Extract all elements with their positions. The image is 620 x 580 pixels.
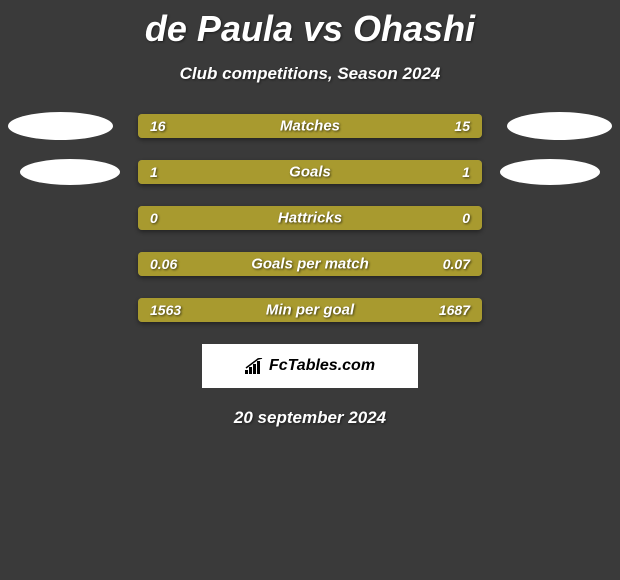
stat-row: 1 Goals 1 [0, 160, 620, 184]
stat-label: Hattricks [278, 210, 342, 227]
stat-bar: 0 Hattricks 0 [138, 206, 482, 230]
stat-row: 0 Hattricks 0 [0, 206, 620, 230]
comparison-infographic: de Paula vs Ohashi Club competitions, Se… [0, 0, 620, 580]
logo-text: FcTables.com [269, 357, 375, 375]
stat-bar: 0.06 Goals per match 0.07 [138, 252, 482, 276]
stat-value-left: 1 [150, 164, 158, 180]
stat-value-right: 1 [462, 164, 470, 180]
player-right-marker [500, 159, 600, 185]
stat-label: Goals per match [251, 256, 369, 273]
stat-bar: 1563 Min per goal 1687 [138, 298, 482, 322]
stat-value-left: 1563 [150, 302, 181, 318]
stat-value-right: 15 [454, 118, 470, 134]
stat-value-right: 1687 [439, 302, 470, 318]
stat-value-left: 0.06 [150, 256, 177, 272]
subtitle: Club competitions, Season 2024 [0, 64, 620, 84]
stat-value-left: 16 [150, 118, 166, 134]
stat-label: Matches [280, 118, 340, 135]
player-left-marker [20, 159, 120, 185]
stat-bar: 16 Matches 15 [138, 114, 482, 138]
page-title: de Paula vs Ohashi [0, 0, 620, 50]
stat-value-left: 0 [150, 210, 158, 226]
date-text: 20 september 2024 [0, 408, 620, 428]
stat-row: 1563 Min per goal 1687 [0, 298, 620, 322]
player-left-marker [8, 112, 113, 140]
logo-box: FcTables.com [202, 344, 418, 388]
stat-row: 0.06 Goals per match 0.07 [0, 252, 620, 276]
player-right-marker [507, 112, 612, 140]
stat-row: 16 Matches 15 [0, 114, 620, 138]
stat-bar: 1 Goals 1 [138, 160, 482, 184]
stats-area: 16 Matches 15 1 Goals 1 0 Hattricks 0 0.06 Goals p… [0, 114, 620, 322]
stat-value-right: 0.07 [443, 256, 470, 272]
stat-label: Min per goal [266, 302, 354, 319]
stat-value-right: 0 [462, 210, 470, 226]
chart-icon [245, 358, 265, 374]
stat-label: Goals [289, 164, 331, 181]
